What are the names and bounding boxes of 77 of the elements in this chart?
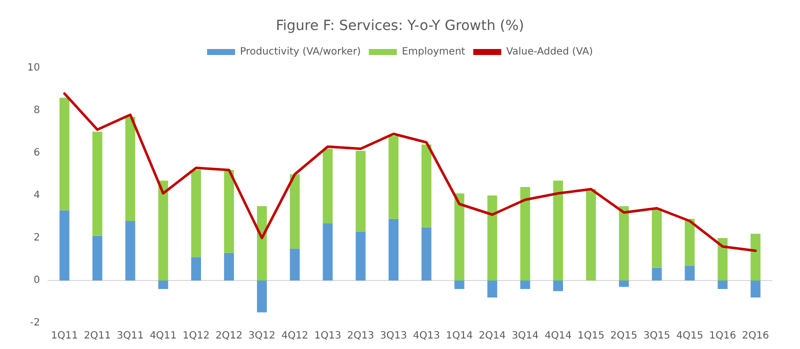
bar <box>60 98 70 210</box>
bar <box>290 248 300 280</box>
x-tick-label: 1Q11 <box>50 330 78 342</box>
bar <box>256 206 267 280</box>
bar <box>224 252 234 280</box>
bar <box>322 223 333 280</box>
y-tick-label: 10 <box>27 62 40 74</box>
x-tick-label: 2Q14 <box>478 330 506 342</box>
bar <box>586 189 596 280</box>
bar <box>487 196 498 280</box>
bar <box>388 218 398 280</box>
bar <box>684 218 695 266</box>
x-tick-label: 3Q13 <box>380 330 408 342</box>
bar <box>125 116 136 221</box>
x-tick-label: 1Q12 <box>182 330 210 342</box>
x-tick-label: 1Q13 <box>314 330 342 342</box>
x-tick-label: 1Q14 <box>446 330 473 342</box>
x-tick-label: 4Q15 <box>676 330 704 342</box>
bar <box>125 221 136 280</box>
bar <box>92 132 102 236</box>
bar <box>750 234 760 280</box>
bar <box>92 236 102 280</box>
x-tick-label: 1Q15 <box>578 330 604 342</box>
bar <box>422 227 432 280</box>
line-series <box>63 92 757 252</box>
x-tick-label: 2Q12 <box>216 330 242 342</box>
bar <box>520 280 530 289</box>
x-tick-label: 4Q11 <box>150 330 177 342</box>
x-tick-label: 3Q12 <box>248 330 276 342</box>
bar <box>750 280 760 298</box>
x-tick-label: 4Q14 <box>544 330 572 342</box>
bar <box>684 266 695 280</box>
bar <box>158 280 168 289</box>
bar <box>652 208 662 268</box>
bar <box>520 187 530 280</box>
x-tick-label: 4Q12 <box>281 330 308 342</box>
bar <box>224 170 234 253</box>
x-tick-label: 3Q15 <box>643 330 670 342</box>
x-tick-label: 2Q11 <box>84 330 111 342</box>
bar <box>454 193 464 280</box>
bar <box>718 238 728 280</box>
x-tick-label: 1Q16 <box>709 330 736 342</box>
bar <box>191 170 202 258</box>
y-tick-label: 8 <box>34 105 40 116</box>
bar <box>290 174 300 249</box>
bar <box>191 257 202 280</box>
bar <box>487 280 498 298</box>
x-tick-label: 2Q13 <box>347 330 374 342</box>
bar <box>60 210 70 280</box>
y-tick-label: 0 <box>34 275 40 286</box>
x-tick-label: 4Q13 <box>412 330 440 342</box>
legend-label: Productivity (VA/worker) <box>240 46 361 58</box>
bar <box>422 144 432 228</box>
bar <box>553 280 564 292</box>
bar <box>356 232 366 280</box>
chart-title: Figure F: Services: Y-o-Y Growth (%) <box>276 18 524 34</box>
y-tick-label: -2 <box>30 318 40 328</box>
bar <box>322 148 333 224</box>
bar <box>718 280 728 289</box>
x-tick-label: 3Q14 <box>512 330 539 342</box>
y-tick-label: 4 <box>34 190 40 201</box>
bar <box>618 280 629 287</box>
bar <box>553 180 564 280</box>
bar <box>652 268 662 280</box>
bar <box>454 280 464 289</box>
legend-label: Employment <box>402 46 466 58</box>
bar <box>356 150 366 232</box>
bar <box>388 136 398 219</box>
bar <box>158 180 168 280</box>
x-tick-label: 2Q15 <box>610 330 638 342</box>
legend-label: Value-Added (VA) <box>506 46 594 58</box>
bar <box>618 206 629 280</box>
bar <box>256 280 267 312</box>
y-tick-label: 6 <box>34 148 40 158</box>
x-tick-label: 2Q16 <box>742 330 770 342</box>
y-tick-label: 2 <box>34 232 40 244</box>
x-tick-label: 3Q11 <box>116 330 144 342</box>
